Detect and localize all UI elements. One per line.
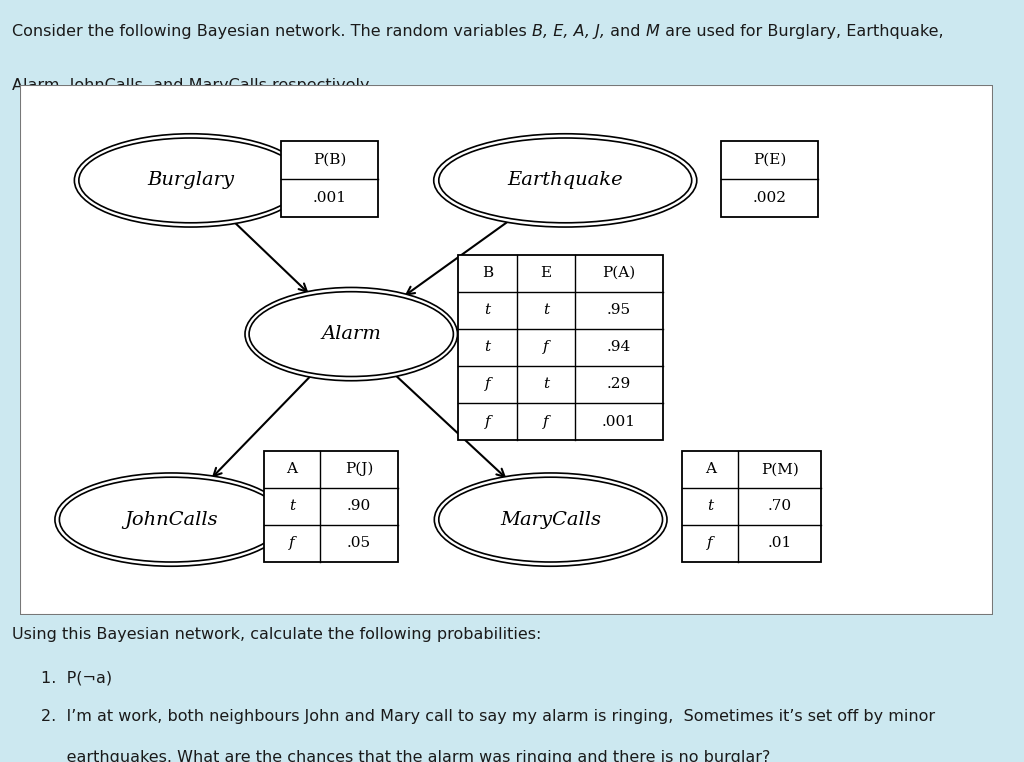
Text: t: t — [708, 499, 714, 514]
Text: Alarm, JohnCalls, and MaryCalls respectively.: Alarm, JohnCalls, and MaryCalls respecti… — [12, 78, 373, 93]
Text: earthquakes. What are the chances that the alarm was ringing and there is no bur: earthquakes. What are the chances that t… — [41, 751, 770, 762]
Text: .94: .94 — [606, 341, 631, 354]
Ellipse shape — [249, 292, 454, 376]
Text: Consider the following Bayesian network. The random variables: Consider the following Bayesian network.… — [12, 24, 532, 39]
Text: .001: .001 — [312, 191, 347, 205]
FancyBboxPatch shape — [282, 141, 379, 217]
Text: f: f — [543, 341, 549, 354]
Text: Earthquake: Earthquake — [508, 171, 623, 190]
Text: B, E, A, J,: B, E, A, J, — [532, 24, 605, 39]
Text: t: t — [543, 303, 549, 317]
Text: P(J): P(J) — [345, 462, 373, 476]
Text: P(E): P(E) — [753, 152, 786, 167]
Text: t: t — [484, 303, 490, 317]
Text: and: and — [605, 24, 646, 39]
Text: Using this Bayesian network, calculate the following probabilities:: Using this Bayesian network, calculate t… — [12, 627, 542, 642]
FancyBboxPatch shape — [682, 450, 821, 562]
Text: .01: .01 — [768, 536, 792, 550]
Text: .05: .05 — [347, 536, 371, 550]
Text: .29: .29 — [606, 377, 631, 392]
Text: JohnCalls: JohnCalls — [125, 511, 218, 529]
FancyBboxPatch shape — [459, 255, 663, 440]
Text: E: E — [541, 266, 551, 280]
Ellipse shape — [439, 138, 692, 223]
Text: .002: .002 — [753, 191, 786, 205]
Text: f: f — [484, 415, 490, 428]
Text: M: M — [646, 24, 659, 39]
Text: f: f — [289, 536, 295, 550]
Text: .001: .001 — [602, 415, 636, 428]
Text: .90: .90 — [347, 499, 371, 514]
Text: t: t — [289, 499, 295, 514]
FancyBboxPatch shape — [721, 141, 818, 217]
Text: A: A — [287, 463, 297, 476]
Text: 2.  I’m at work, both neighbours John and Mary call to say my alarm is ringing, : 2. I’m at work, both neighbours John and… — [41, 709, 935, 724]
Text: Burglary: Burglary — [147, 171, 234, 190]
Text: P(B): P(B) — [313, 152, 346, 167]
Text: are used for Burglary, Earthquake,: are used for Burglary, Earthquake, — [659, 24, 943, 39]
Text: f: f — [708, 536, 713, 550]
Ellipse shape — [75, 134, 307, 227]
Ellipse shape — [59, 477, 283, 562]
Text: A: A — [705, 463, 716, 476]
Text: P(M): P(M) — [761, 463, 799, 476]
Text: 1.  P(¬a): 1. P(¬a) — [41, 671, 112, 686]
Text: MaryCalls: MaryCalls — [500, 511, 601, 529]
Text: f: f — [543, 415, 549, 428]
Text: .95: .95 — [606, 303, 631, 317]
Ellipse shape — [245, 287, 458, 381]
Text: t: t — [543, 377, 549, 392]
Ellipse shape — [434, 134, 696, 227]
Ellipse shape — [79, 138, 303, 223]
Ellipse shape — [55, 473, 288, 566]
Ellipse shape — [434, 473, 667, 566]
Text: f: f — [484, 377, 490, 392]
Text: P(A): P(A) — [602, 266, 635, 280]
FancyBboxPatch shape — [20, 85, 993, 615]
Text: Alarm: Alarm — [322, 325, 381, 343]
FancyBboxPatch shape — [264, 450, 398, 562]
Text: .70: .70 — [768, 499, 792, 514]
Ellipse shape — [439, 477, 663, 562]
Text: t: t — [484, 341, 490, 354]
Text: B: B — [482, 266, 493, 280]
